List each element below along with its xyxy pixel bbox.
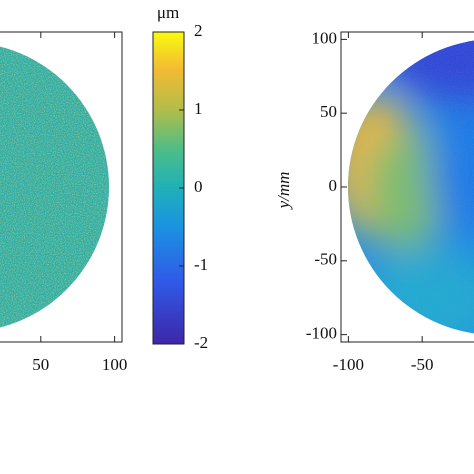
- axes-box: [0, 31, 123, 343]
- x-tick-label: -100: [333, 355, 364, 374]
- y-axis-label: y/mm: [274, 172, 293, 211]
- x-tick-label: -50: [411, 355, 434, 374]
- colorbar-tick-label: 2: [194, 21, 203, 40]
- y-tick-label: 0: [329, 176, 338, 195]
- colorbar-label: μm: [157, 3, 179, 22]
- colorbar-tick-label: 1: [194, 99, 203, 118]
- colorbar-tick-label: -2: [194, 333, 208, 352]
- x-tick-label: 100: [102, 355, 128, 374]
- y-tick-label: -50: [314, 250, 337, 269]
- colorbar: [152, 31, 185, 345]
- colorbar-tick-label: -1: [194, 255, 208, 274]
- x-tick-label: 50: [32, 355, 49, 374]
- y-tick-label: 100: [312, 28, 338, 47]
- colorbar-tick-label: 0: [194, 177, 203, 196]
- residual-map: [0, 42, 109, 332]
- surface-map: [348, 39, 474, 335]
- y-tick-label: 50: [320, 102, 337, 121]
- plot-layer: [0, 39, 474, 335]
- y-tick-label: -100: [306, 324, 337, 343]
